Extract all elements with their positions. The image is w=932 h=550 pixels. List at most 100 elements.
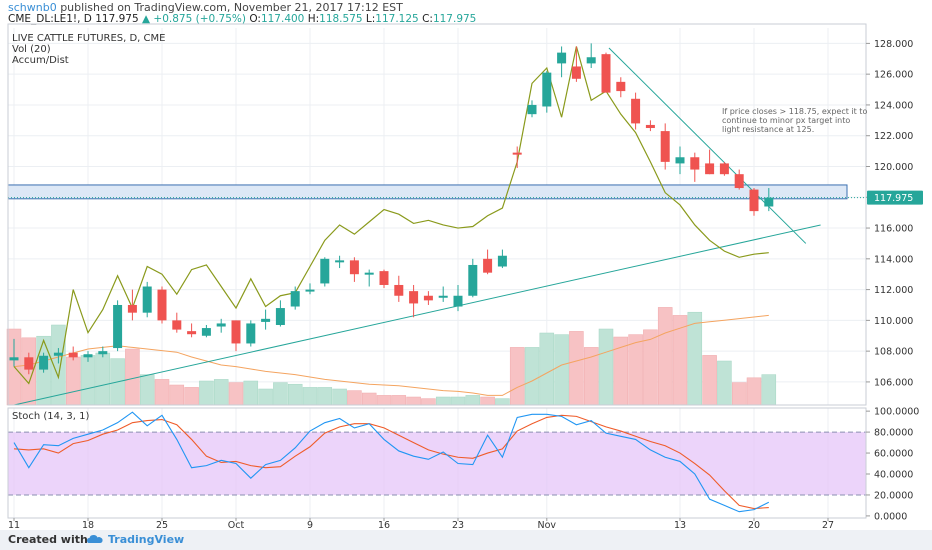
volume-bar (139, 374, 155, 406)
stoch-tick-label: 80.0000 (874, 428, 913, 439)
chart-annotation[interactable]: If price closes > 118.75, expect it to c… (722, 107, 868, 134)
volume-legend[interactable]: Vol (20) (12, 44, 51, 55)
open-label: O: (249, 13, 261, 25)
candle-body (261, 318, 271, 322)
candle-body (83, 354, 93, 358)
candle (83, 351, 93, 362)
candle (557, 46, 567, 78)
candle (261, 309, 271, 330)
chart-title[interactable]: LIVE CATTLE FUTURES, D, CME (12, 33, 166, 44)
publish-line: schwnb0 published on TradingView.com, No… (8, 1, 403, 14)
volume-bar (243, 380, 259, 406)
price-tick-label: 120.000 (874, 162, 913, 173)
candle-body (734, 174, 744, 189)
candle (586, 43, 596, 69)
time-tick-label: 13 (674, 520, 686, 530)
candle-body (335, 260, 345, 263)
candle-body (39, 355, 49, 370)
volume-bar (628, 334, 643, 406)
candle (275, 300, 285, 327)
candle-body (631, 98, 641, 124)
time-tick-label: Nov (538, 520, 557, 530)
candle-body (586, 57, 596, 64)
trendlines[interactable] (13, 47, 821, 406)
price-tick-label: 124.000 (874, 100, 913, 111)
volume-bar (302, 387, 318, 406)
candle-body (557, 52, 567, 64)
up-arrow-icon: ▲ (142, 13, 151, 25)
candle (172, 312, 182, 333)
candle (24, 352, 34, 375)
candle-body (660, 131, 670, 162)
stoch-axis[interactable]: 100.0000 80.0000 60.0000 40.0000 20.0000 0.00… (866, 407, 919, 523)
volume-bar (169, 384, 185, 406)
candle (68, 346, 78, 361)
candle-body (305, 289, 315, 292)
publish-header: schwnb0 published on TradingView.com, No… (0, 0, 932, 25)
volume-bar (228, 382, 244, 406)
candle-body (290, 291, 300, 307)
publisher-username[interactable]: schwnb0 (8, 1, 57, 14)
low-label: L: (365, 13, 376, 25)
candle (527, 100, 537, 118)
volume-bar (761, 374, 777, 406)
tradingview-brand[interactable]: TradingView (108, 533, 185, 546)
candle-body (172, 320, 182, 330)
volume-bar (406, 396, 421, 406)
candle (542, 71, 552, 113)
volume-bar (643, 329, 658, 406)
volume-bar (672, 315, 688, 406)
candle-body (749, 189, 759, 212)
publish-info: published on TradingView.com, November 2… (60, 1, 403, 14)
candle-body (497, 255, 507, 267)
trendline (608, 47, 807, 244)
volume-bar (317, 387, 333, 406)
candle-body (601, 54, 611, 93)
volume-bar (509, 347, 525, 406)
resistance-zone[interactable] (7, 184, 848, 200)
stoch-legend[interactable]: Stoch (14, 3, 1) (12, 411, 90, 422)
candle-body (453, 295, 463, 307)
last-price-text: 117.975 (95, 13, 139, 25)
candle-body (423, 295, 433, 301)
volume-ma-line (13, 314, 769, 396)
price-tick-label: 110.000 (874, 316, 913, 327)
candle (734, 169, 744, 190)
time-tick-label: 11 (8, 520, 20, 530)
candle (453, 284, 463, 312)
volume-bar (717, 360, 732, 406)
volume-bar (657, 307, 673, 406)
high-value: 118.575 (319, 13, 363, 25)
candle-body (231, 320, 241, 344)
chart-canvas[interactable]: 128.000126.000124.000122.000120.000118.0… (0, 0, 932, 530)
candle-body (157, 289, 167, 321)
candle (320, 257, 330, 287)
price-axis[interactable]: 128.000126.000124.000122.000120.000118.0… (866, 39, 913, 389)
candle-body (468, 264, 478, 296)
candle (705, 149, 715, 175)
price-tick-label: 126.000 (874, 70, 913, 81)
candle-body (512, 152, 522, 155)
candle (53, 348, 63, 364)
footer: Created with TradingView (0, 530, 932, 550)
volume-bar (569, 331, 584, 406)
candle-body (98, 351, 108, 355)
candle-body (379, 271, 389, 285)
stoch-tick-label: 60.0000 (874, 449, 913, 460)
candle-body (705, 163, 715, 175)
candle-body (9, 357, 19, 361)
volume-bar (376, 395, 392, 406)
pane-frames (7, 23, 867, 519)
candle (157, 286, 167, 324)
time-axis[interactable]: 11 18 25 Oct 9 16 23 Nov 13 20 27 (8, 518, 834, 530)
stoch-tick-label: 100.0000 (874, 407, 919, 418)
price-tick-label: 114.000 (874, 254, 913, 265)
last-price-badge-text: 117.975 (874, 193, 913, 204)
price-tick-label: 112.000 (874, 285, 913, 296)
volume-bar (465, 395, 481, 406)
accum-dist-legend[interactable]: Accum/Dist (12, 55, 69, 66)
candle (438, 286, 448, 302)
candle (98, 346, 108, 358)
candle-body (483, 258, 493, 273)
volume-bar (435, 396, 451, 406)
